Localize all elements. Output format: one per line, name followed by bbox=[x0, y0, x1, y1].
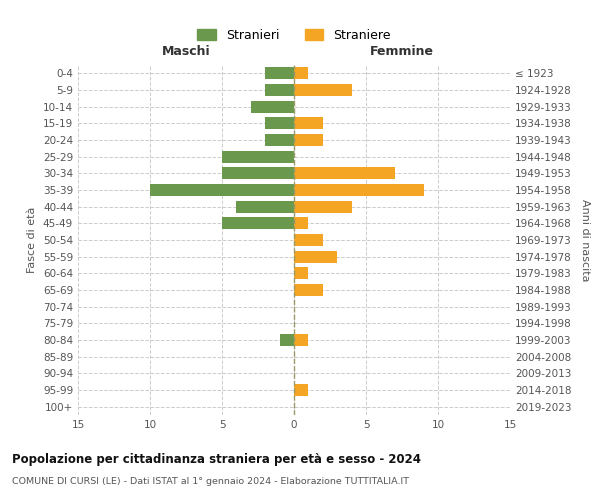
Bar bbox=[294, 168, 395, 179]
Text: Maschi: Maschi bbox=[161, 46, 211, 59]
Bar bbox=[294, 218, 308, 230]
Bar bbox=[294, 268, 308, 280]
Bar bbox=[251, 100, 294, 112]
Bar bbox=[280, 334, 294, 346]
Bar bbox=[150, 184, 294, 196]
Bar bbox=[294, 284, 323, 296]
Bar bbox=[222, 150, 294, 162]
Bar bbox=[222, 168, 294, 179]
Bar bbox=[222, 218, 294, 230]
Bar bbox=[294, 334, 308, 346]
Text: COMUNE DI CURSI (LE) - Dati ISTAT al 1° gennaio 2024 - Elaborazione TUTTITALIA.I: COMUNE DI CURSI (LE) - Dati ISTAT al 1° … bbox=[12, 478, 409, 486]
Bar bbox=[265, 118, 294, 130]
Bar bbox=[265, 84, 294, 96]
Bar bbox=[294, 234, 323, 246]
Bar bbox=[294, 384, 308, 396]
Bar bbox=[265, 68, 294, 80]
Bar bbox=[294, 184, 424, 196]
Bar bbox=[294, 134, 323, 146]
Bar bbox=[294, 118, 323, 130]
Y-axis label: Anni di nascita: Anni di nascita bbox=[580, 198, 590, 281]
Legend: Stranieri, Straniere: Stranieri, Straniere bbox=[191, 22, 397, 48]
Text: Popolazione per cittadinanza straniera per età e sesso - 2024: Popolazione per cittadinanza straniera p… bbox=[12, 452, 421, 466]
Bar bbox=[265, 134, 294, 146]
Bar bbox=[294, 200, 352, 212]
Bar bbox=[294, 84, 352, 96]
Text: Femmine: Femmine bbox=[370, 46, 434, 59]
Y-axis label: Fasce di età: Fasce di età bbox=[28, 207, 37, 273]
Bar bbox=[294, 68, 308, 80]
Bar bbox=[294, 250, 337, 262]
Bar bbox=[236, 200, 294, 212]
